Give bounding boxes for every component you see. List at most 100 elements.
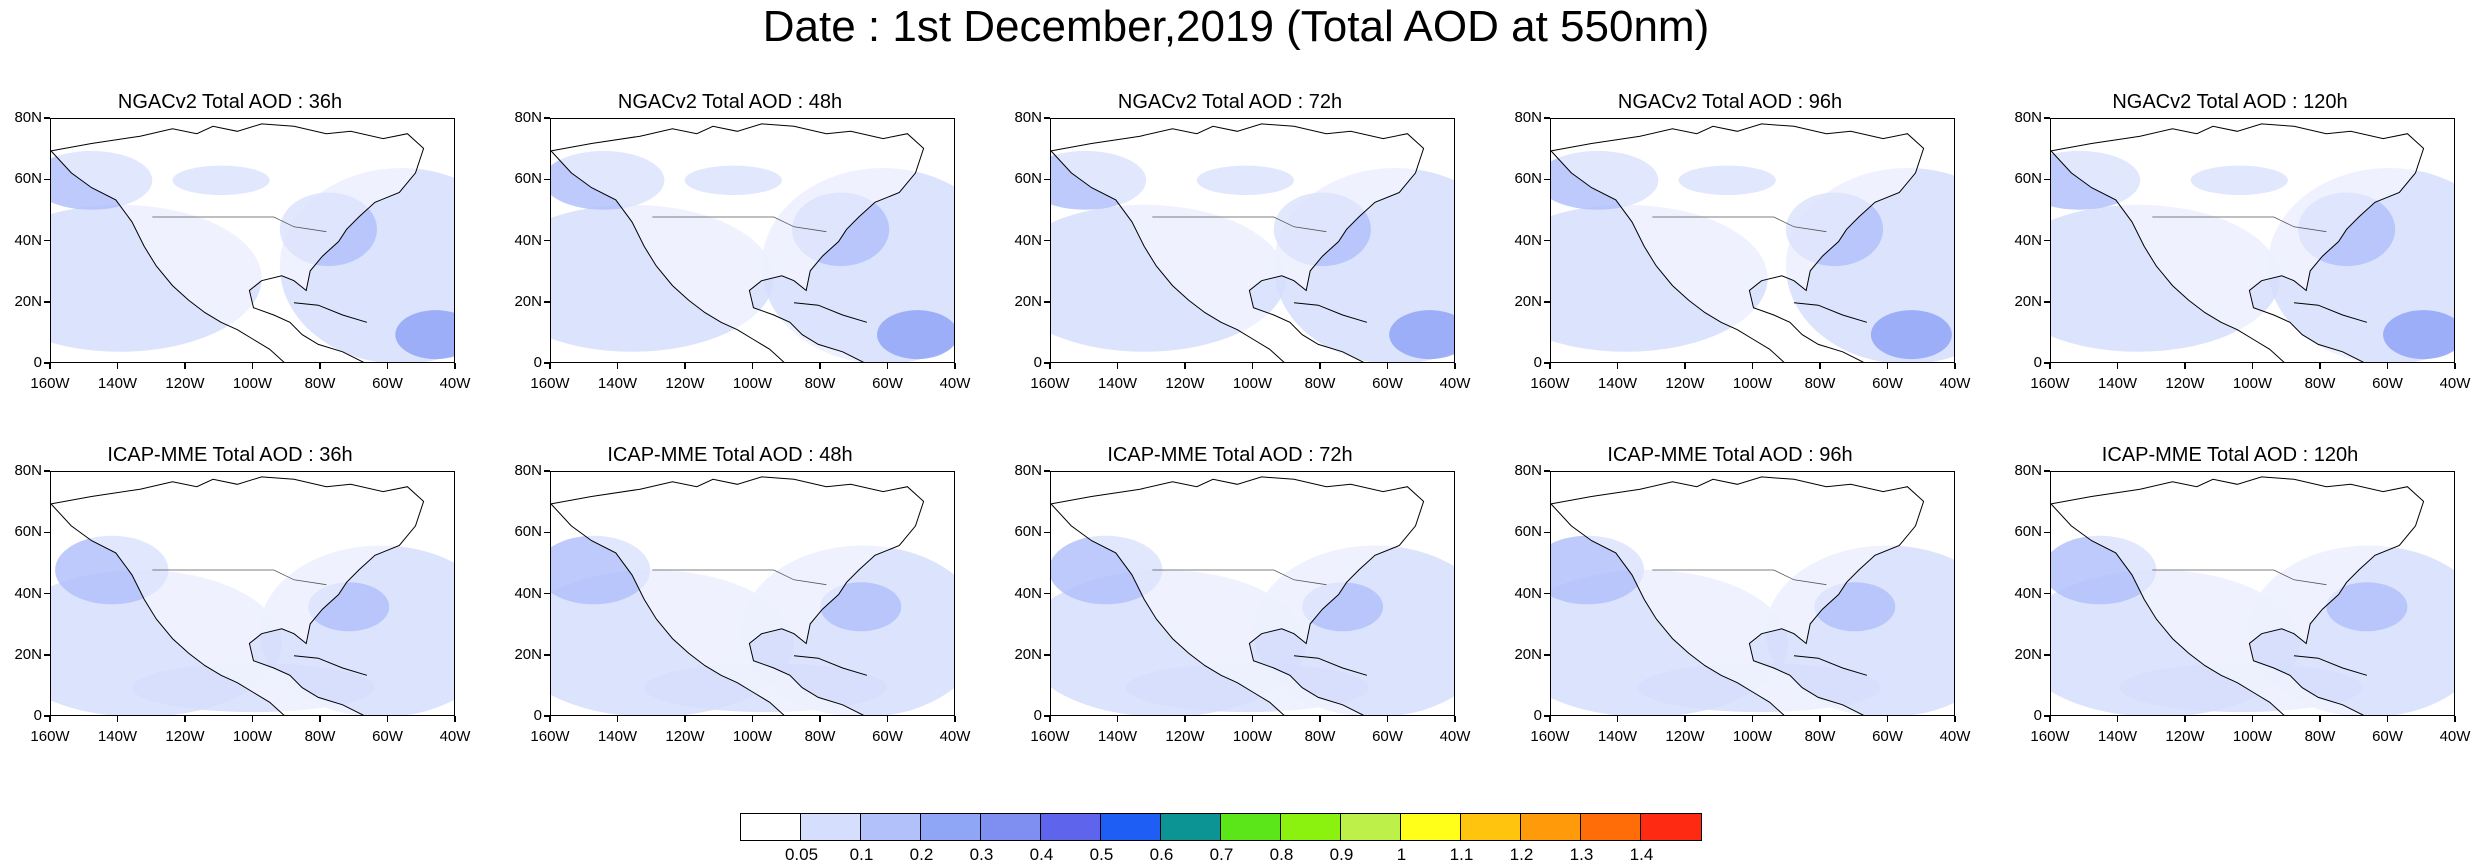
y-tick-label: 20N (514, 292, 542, 310)
y-tick (2044, 531, 2050, 533)
coastline (1051, 123, 1425, 362)
map-plot-area (1550, 118, 1955, 363)
map-panel: NGACv2 Total AOD : 120h 80N 60N 40N 20N 0 160W… (2000, 90, 2470, 392)
x-tick-label: 60W (1872, 375, 1903, 392)
x-tick (1184, 363, 1186, 369)
x-tick-label: 140W (1097, 728, 1138, 745)
x-tick-label: 80W (304, 728, 336, 745)
x-tick (116, 716, 119, 722)
x-tick-label: 140W (2097, 375, 2138, 392)
y-tick-label: 40N (1514, 231, 1542, 249)
y-tick-label: 20N (1514, 292, 1542, 310)
x-tick-label: 100W (232, 375, 273, 392)
y-tick (44, 531, 50, 533)
y-tick (1044, 654, 1050, 656)
x-tick-label: 120W (665, 728, 705, 745)
panel-title: NGACv2 Total AOD : 120h (2112, 91, 2348, 113)
x-tick (1954, 363, 1956, 369)
aod-field-map (551, 123, 954, 362)
x-tick-label: 80W (2304, 728, 2336, 745)
y-tick (44, 715, 50, 717)
y-tick-label: 60N (1014, 170, 1042, 188)
y-tick-label: 80N (1514, 462, 1542, 479)
colorbar-label: 1 (1396, 845, 1407, 864)
colorbar-label: 0.5 (1089, 845, 1114, 864)
x-tick (819, 363, 821, 369)
panel-title: ICAP-MME Total AOD : 72h (1107, 444, 1353, 466)
y-tick-label: 80N (14, 109, 42, 126)
y-tick-label: 40N (514, 584, 542, 602)
colorbar-swatch (1161, 814, 1221, 840)
x-tick (1751, 716, 1754, 722)
y-tick (1044, 531, 1050, 533)
x-tick (1886, 716, 1889, 722)
coastline (2051, 476, 2425, 715)
y-tick (2044, 654, 2050, 656)
x-tick (1886, 363, 1889, 369)
x-tick (2319, 363, 2321, 369)
x-tick (1319, 363, 1321, 369)
y-tick-label: 40N (1514, 584, 1542, 602)
y-tick-label: 0 (1533, 707, 1542, 724)
y-tick (1544, 715, 1550, 717)
map-panel: ICAP-MME Total AOD : 48h 80N 60N 40N 20N 0 160… (500, 443, 970, 745)
y-tick (1544, 362, 1550, 364)
panel-title: NGACv2 Total AOD : 36h (117, 91, 343, 113)
colorbar-label: 0.9 (1329, 845, 1354, 864)
us-canada-border (152, 569, 327, 586)
coastline (2293, 655, 2368, 676)
aod-plume (820, 582, 902, 632)
x-tick (116, 363, 119, 369)
y-tick-label: 60N (14, 523, 42, 541)
x-tick (616, 363, 619, 369)
map-panel: ICAP-MME Total AOD : 36h 80N 60N 40N 20N 0 160… (0, 443, 470, 745)
x-tick-label: 140W (1597, 375, 1638, 392)
x-tick (454, 716, 456, 722)
coastline (1551, 476, 1925, 715)
map-plot-area (2050, 471, 2455, 716)
y-tick-label: 0 (2033, 354, 2042, 371)
y-tick-label: 60N (1514, 170, 1542, 188)
x-tick (184, 363, 186, 369)
x-tick-label: 120W (665, 375, 705, 392)
aod-field-map (1551, 123, 1954, 362)
aod-plume (395, 310, 454, 360)
coastline (51, 476, 425, 715)
x-tick-label: 160W (1030, 375, 1070, 392)
x-tick-label: 100W (732, 375, 773, 392)
colorbar-label: 1.4 (1629, 845, 1654, 864)
x-tick (616, 716, 619, 722)
y-tick-label: 0 (533, 707, 542, 724)
coastline (51, 123, 425, 362)
colorbar-label: 0.05 (784, 845, 819, 864)
x-tick-label: 60W (872, 375, 903, 392)
y-tick (44, 178, 50, 180)
y-tick (544, 531, 550, 533)
y-tick-label: 0 (533, 354, 542, 371)
y-tick-label: 20N (1014, 645, 1042, 663)
y-tick (2044, 362, 2050, 364)
colorbar-label: 0.2 (909, 845, 934, 864)
map-plot-area (1050, 118, 1455, 363)
y-tick (544, 592, 550, 595)
x-tick (2319, 716, 2321, 722)
y-tick-label: 60N (514, 523, 542, 541)
x-tick (1386, 363, 1389, 369)
x-tick (819, 716, 821, 722)
colorbar-swatch (741, 814, 801, 840)
y-tick (544, 715, 550, 717)
x-tick (1319, 716, 1321, 722)
x-tick-label: 160W (530, 375, 570, 392)
map-plot-area (550, 118, 955, 363)
us-canada-border (2152, 569, 2327, 586)
aod-field-map (51, 123, 454, 362)
us-canada-border (1152, 569, 1327, 586)
y-tick-label: 0 (1033, 707, 1042, 724)
aod-field-map (51, 476, 454, 715)
coastline (551, 503, 785, 715)
x-tick-label: 120W (1165, 375, 1205, 392)
coastline (1551, 123, 1925, 362)
x-tick-label: 160W (30, 375, 70, 392)
colorbar-label: 0.7 (1209, 845, 1234, 864)
y-tick-label: 20N (14, 292, 42, 310)
